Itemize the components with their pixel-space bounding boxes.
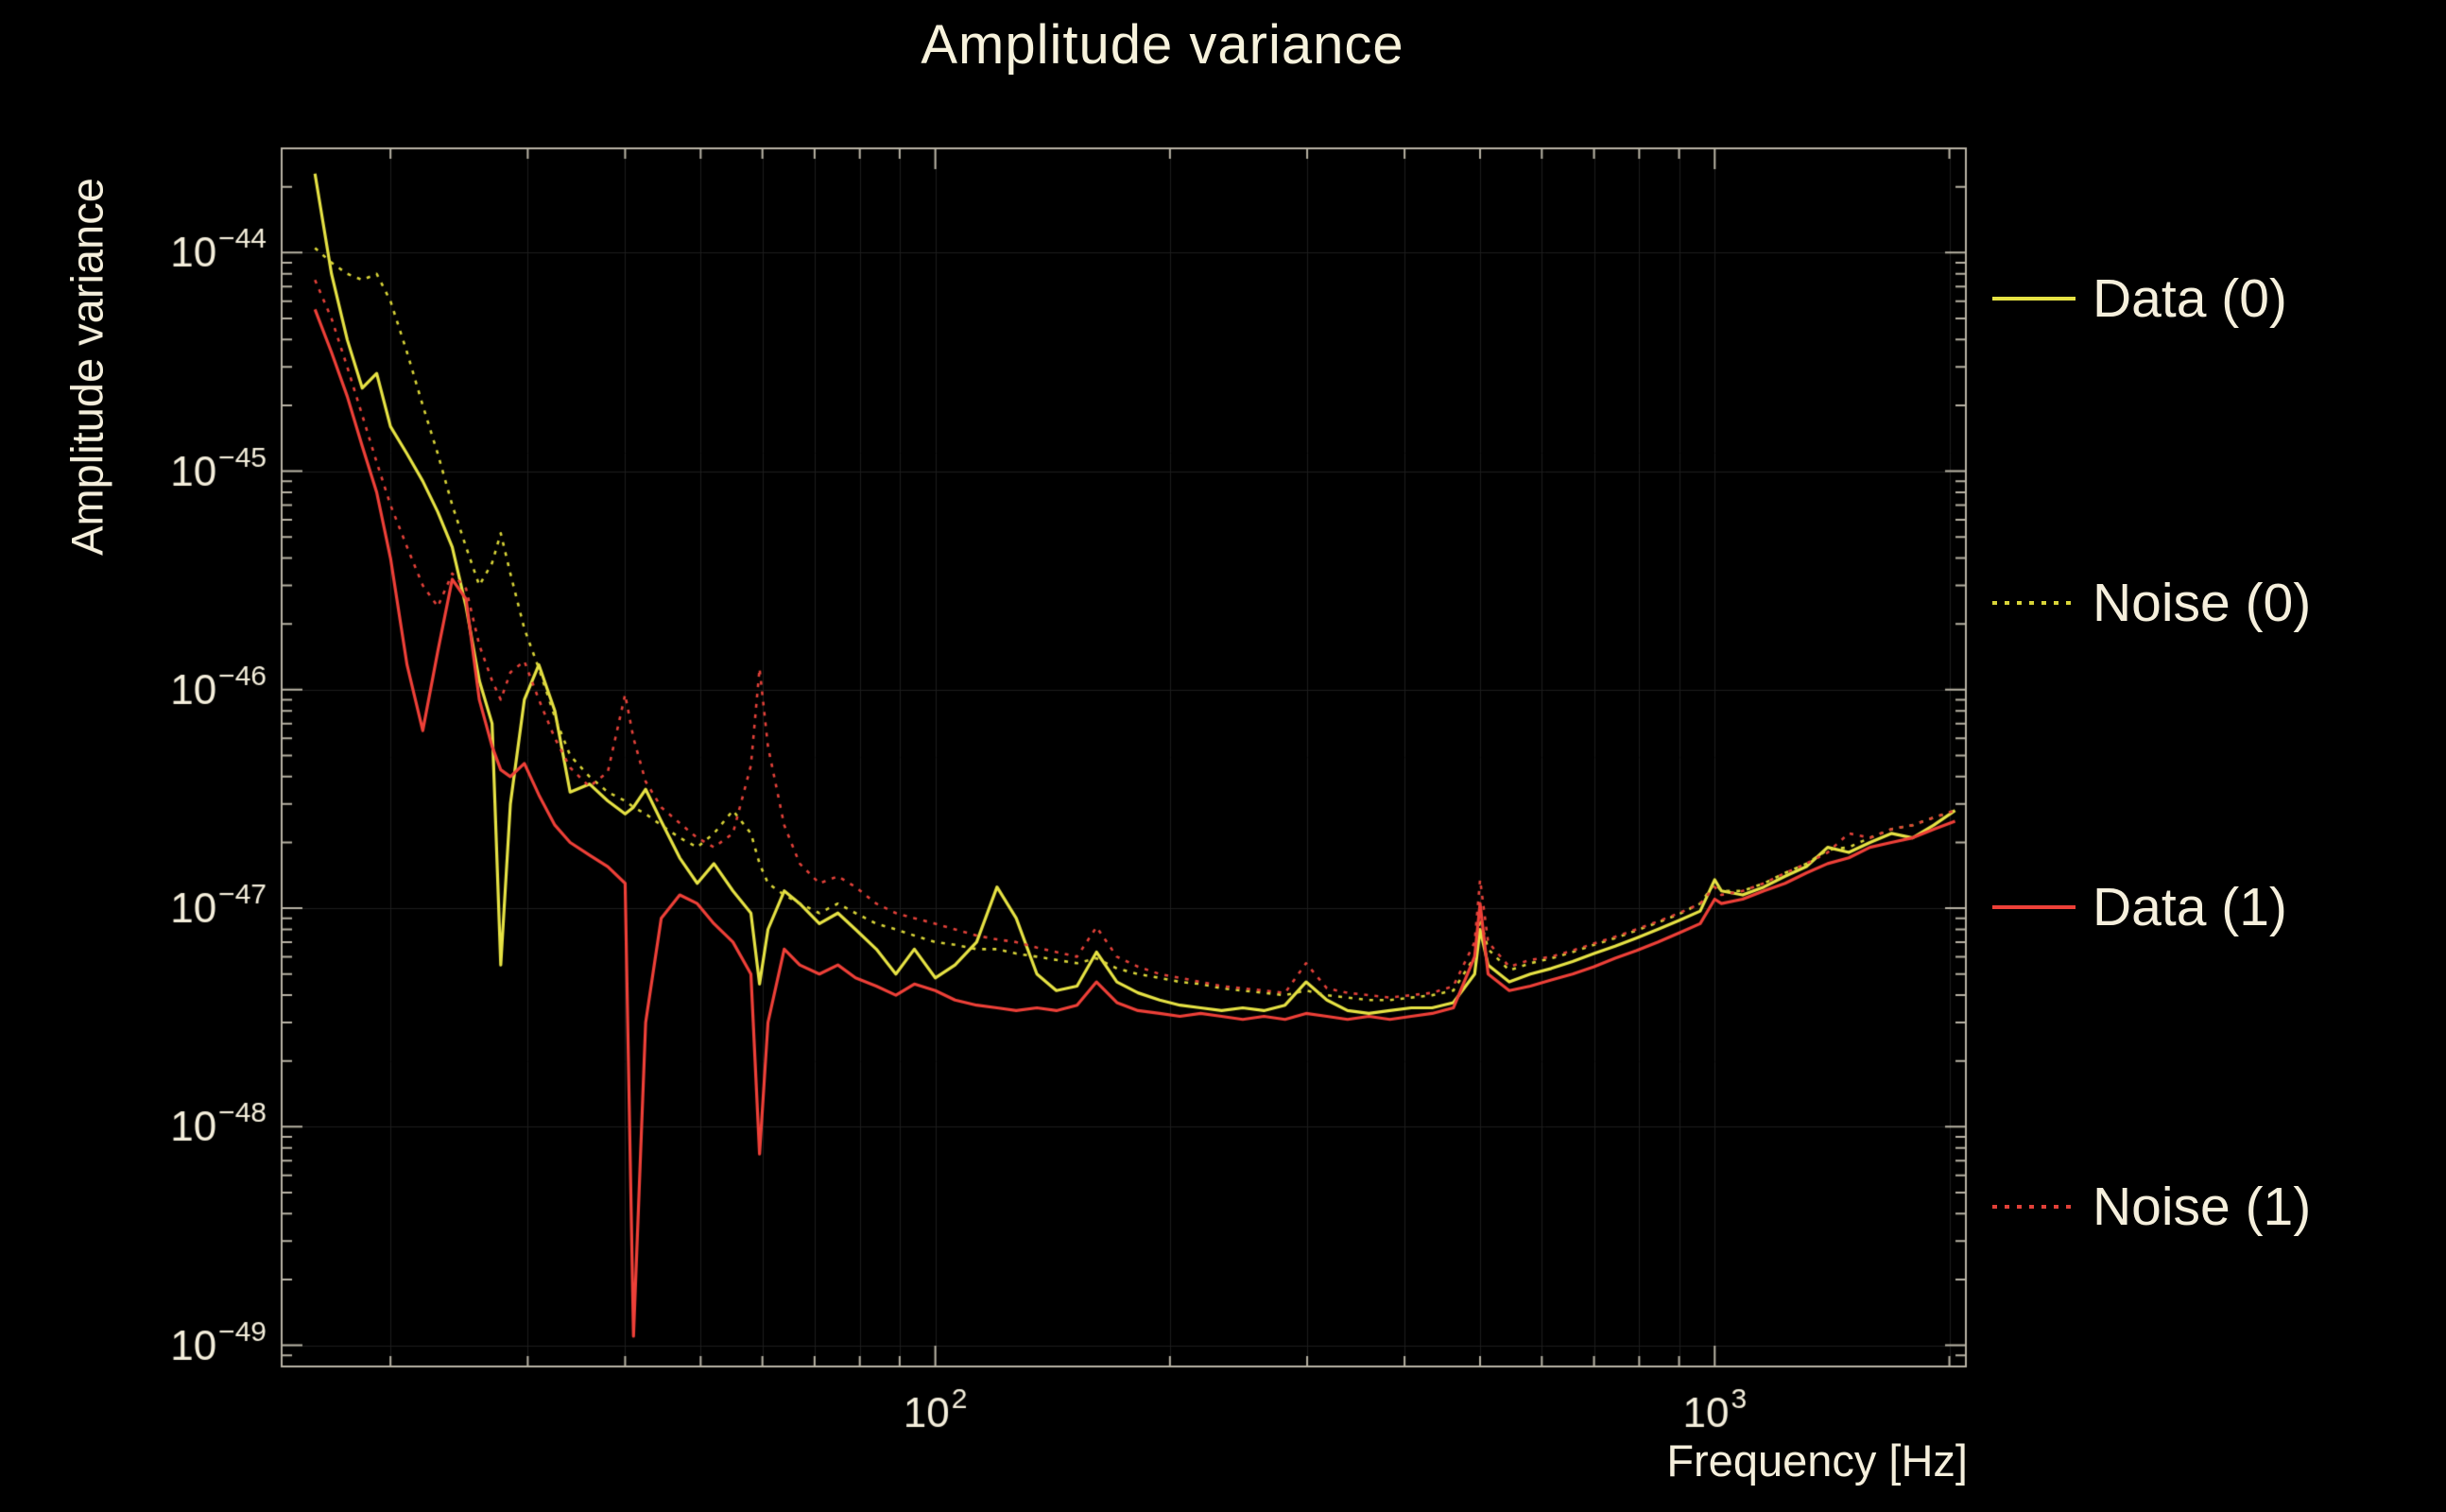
legend-line-sample-dotted-yellow	[1992, 601, 2076, 605]
legend-label: Data (1)	[2093, 877, 2287, 937]
x-axis-title: Frequency [Hz]	[1666, 1435, 1968, 1486]
legend-entry-data-0: Data (0)	[1989, 261, 2287, 336]
y-axis-title: Amplitude variance	[61, 178, 112, 556]
legend-entry-noise-1: Noise (1)	[1989, 1169, 2311, 1245]
legend-line-sample-dotted-red	[1992, 1205, 2076, 1209]
legend-label: Noise (1)	[2093, 1177, 2312, 1237]
legend-entry-data-1: Data (1)	[1989, 869, 2287, 945]
legend-entry-noise-0: Noise (0)	[1989, 565, 2311, 641]
legend-line-sample-solid-yellow	[1992, 297, 2076, 301]
legend-label: Noise (0)	[2093, 573, 2312, 633]
legend-line-sample-solid-red	[1992, 905, 2076, 909]
legend-label: Data (0)	[2093, 268, 2287, 329]
